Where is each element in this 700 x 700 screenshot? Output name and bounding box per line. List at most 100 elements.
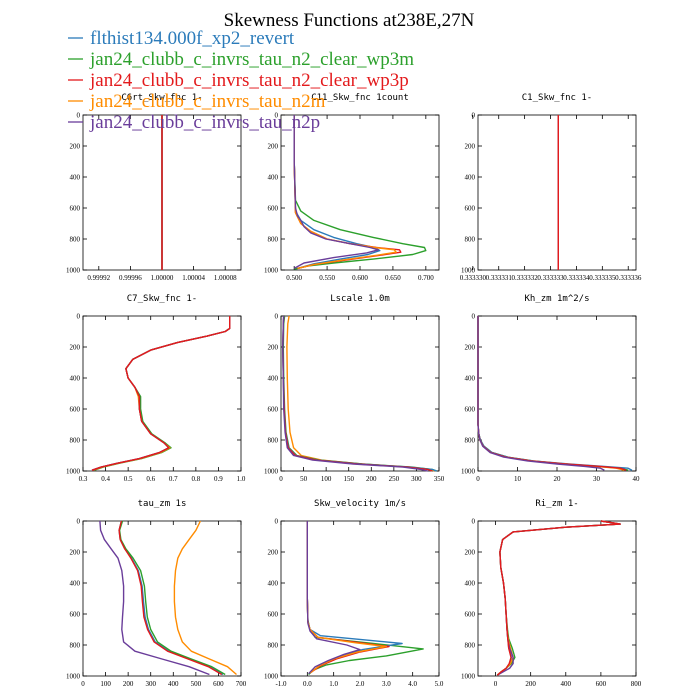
- y-tick-label: 1000: [264, 673, 279, 681]
- y-tick-label: 600: [268, 205, 279, 213]
- x-tick-label: 3.0: [382, 680, 391, 688]
- x-tick-label: 300: [145, 680, 156, 688]
- x-tick-label: 0.8: [191, 475, 200, 483]
- series-line: [91, 316, 231, 471]
- x-tick-label: 0.99996: [119, 274, 142, 282]
- x-tick-label: 250: [389, 475, 400, 483]
- series-line: [118, 520, 223, 676]
- y-tick-label: 600: [465, 611, 476, 619]
- series-line: [496, 520, 621, 676]
- series-line: [91, 316, 231, 471]
- legend-entry: jan24_clubb_c_invrs_tau_n2p: [89, 112, 320, 133]
- panel-8: 0 200 400 600 800 1000-1.0 0.0 1.0 2.0 3.0 4.0 5.0 S…: [264, 499, 444, 688]
- series-line: [306, 521, 387, 674]
- x-tick-label: 30: [593, 475, 601, 483]
- x-tick-label: 0.333330: [460, 274, 487, 282]
- x-tick-label: -1.0: [275, 680, 287, 688]
- x-tick-label: 200: [123, 680, 134, 688]
- plot-frame: [280, 114, 440, 271]
- x-tick-label: 1.00000: [151, 274, 174, 282]
- x-tick-label: 0.333333: [537, 274, 564, 282]
- series-line: [496, 520, 621, 676]
- x-tick-label: 1.0: [237, 475, 246, 483]
- x-tick-label: 1.00004: [182, 274, 205, 282]
- x-tick-label: 600: [213, 680, 224, 688]
- y-tick-label: 1000: [461, 673, 476, 681]
- series-line: [496, 520, 621, 676]
- legend: flthist134.000f_xp2_revertjan24_clubb_c_…: [68, 28, 414, 133]
- series-line: [92, 316, 231, 471]
- series-line: [99, 520, 210, 676]
- series-line: [173, 520, 237, 676]
- x-tick-label: 1.0: [329, 680, 338, 688]
- series-line: [477, 316, 629, 471]
- y-tick-label: 800: [465, 642, 476, 650]
- y-tick-label: 400: [465, 580, 476, 588]
- y-tick-label: 800: [465, 236, 476, 244]
- y-tick-label: 200: [268, 143, 279, 151]
- series-line: [477, 316, 625, 471]
- series-line: [282, 315, 437, 472]
- series-line: [477, 316, 605, 471]
- x-tick-label: 0.0: [303, 680, 312, 688]
- series-line: [477, 316, 633, 471]
- y-tick-label: 0: [275, 313, 279, 321]
- y-tick-label: 600: [70, 406, 81, 414]
- series-line: [282, 315, 433, 472]
- y-tick-label: 1000: [66, 673, 81, 681]
- series-line: [293, 115, 402, 270]
- y-tick-label: 600: [465, 205, 476, 213]
- x-tick-label: 0: [81, 680, 85, 688]
- plot-frame: [82, 520, 242, 677]
- x-tick-label: 100: [100, 680, 111, 688]
- series-line: [306, 521, 403, 674]
- y-tick-label: 200: [70, 344, 81, 352]
- x-tick-label: 5.0: [435, 680, 444, 688]
- panel-2: 0 200 400 600 800 1000 0.500 0.550 0.600 0.650 0.7…: [264, 93, 440, 282]
- plot-frame: [82, 315, 242, 472]
- series-line: [293, 115, 427, 270]
- x-tick-label: 700: [236, 680, 247, 688]
- y-tick-label: 0: [77, 112, 81, 120]
- x-tick-label: 200: [366, 475, 377, 483]
- x-tick-label: 0.700: [418, 274, 434, 282]
- x-tick-label: 400: [561, 680, 572, 688]
- x-tick-label: 0.550: [319, 274, 335, 282]
- x-tick-label: 4.0: [408, 680, 417, 688]
- series-line: [496, 520, 621, 676]
- y-tick-label: 200: [465, 549, 476, 557]
- y-tick-label: 800: [465, 437, 476, 445]
- y-tick-label: 0: [77, 518, 81, 526]
- legend-entry: jan24_clubb_c_invrs_tau_n2_clear_wp3m: [89, 49, 414, 70]
- x-tick-label: 0.3: [79, 475, 88, 483]
- x-tick-label: 0.5: [124, 475, 133, 483]
- y-tick-label: 0: [275, 518, 279, 526]
- legend-entry: jan24_clubb_c_invrs_tau_n2_clear_wp3p: [89, 70, 409, 91]
- series-line: [282, 315, 428, 472]
- y-tick-label: 1000: [461, 267, 476, 275]
- x-tick-label: 100: [321, 475, 332, 483]
- y-tick-label: 600: [70, 611, 81, 619]
- x-tick-label: 0.9: [214, 475, 223, 483]
- y-tick-label: 400: [268, 375, 279, 383]
- y-tick-label: 400: [268, 580, 279, 588]
- y-tick-label: 600: [268, 611, 279, 619]
- x-tick-label: 0.99992: [87, 274, 110, 282]
- x-tick-label: 0.333334: [563, 274, 590, 282]
- x-tick-label: 2.0: [356, 680, 365, 688]
- plot-frame: [280, 315, 440, 472]
- y-tick-label: 200: [465, 143, 476, 151]
- y-tick-label: 0: [472, 313, 476, 321]
- x-tick-label: 50: [300, 475, 308, 483]
- x-tick-label: 200: [525, 680, 536, 688]
- y-tick-label: 400: [70, 174, 81, 182]
- legend-entry: flthist134.000f_xp2_revert: [90, 28, 295, 49]
- y-tick-label: 400: [465, 174, 476, 182]
- y-tick-label: 400: [70, 375, 81, 383]
- series-line: [118, 520, 226, 676]
- panel-title: C6rt_Skw_fnc 1-: [121, 93, 202, 103]
